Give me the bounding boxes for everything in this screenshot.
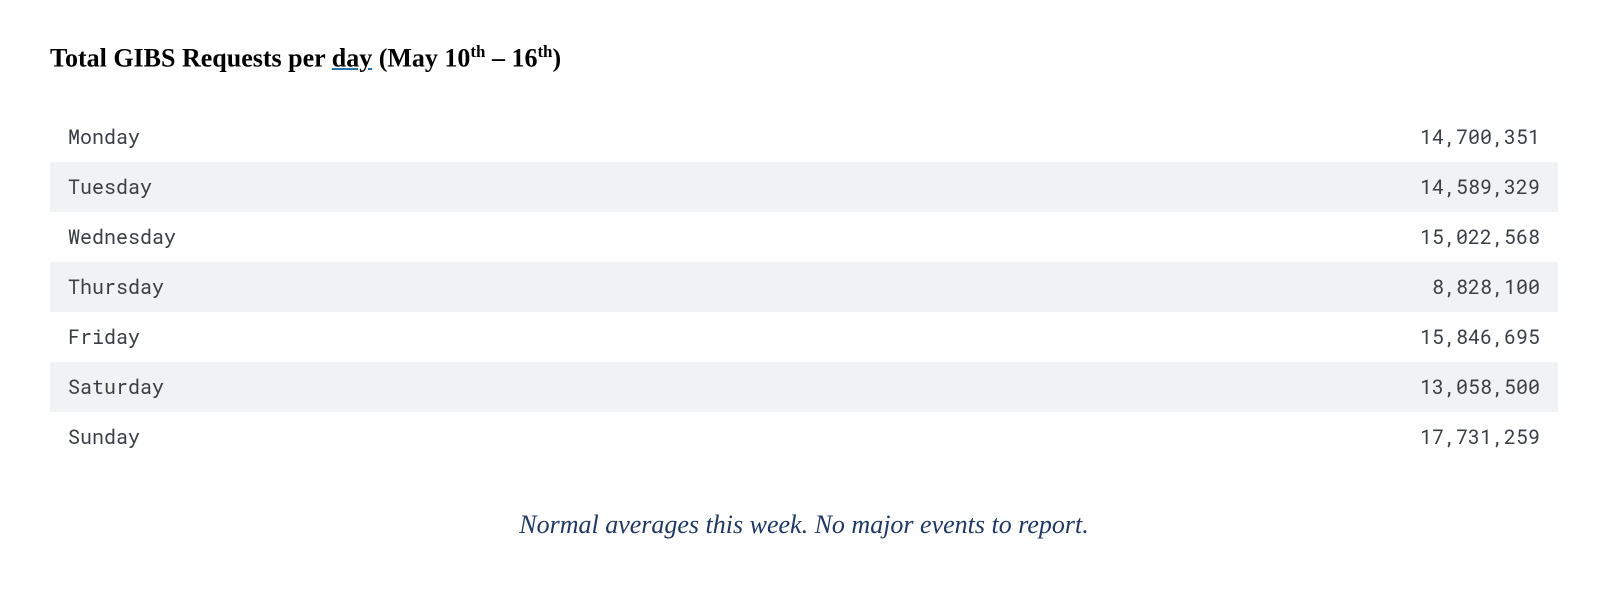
table-row: Wednesday 15,022,568 [50, 212, 1558, 262]
title-dash: – 16 [485, 44, 537, 73]
value-cell: 17,731,259 [774, 412, 1558, 462]
title-close: ) [552, 44, 561, 73]
value-cell: 15,846,695 [774, 312, 1558, 362]
value-cell: 13,058,500 [774, 362, 1558, 412]
value-cell: 14,589,329 [774, 162, 1558, 212]
title-underlined-word: day [332, 44, 372, 73]
table-row: Friday 15,846,695 [50, 312, 1558, 362]
title-prefix: Total GIBS Requests per [50, 44, 332, 73]
value-cell: 8,828,100 [774, 262, 1558, 312]
day-cell: Monday [50, 112, 774, 162]
page-title: Total GIBS Requests per day (May 10th – … [50, 42, 1558, 74]
value-cell: 15,022,568 [774, 212, 1558, 262]
table-row: Monday 14,700,351 [50, 112, 1558, 162]
title-sup1: th [470, 42, 485, 61]
day-cell: Tuesday [50, 162, 774, 212]
requests-table: Monday 14,700,351 Tuesday 14,589,329 Wed… [50, 112, 1558, 462]
caption-text: Normal averages this week. No major even… [50, 510, 1558, 540]
table-row: Thursday 8,828,100 [50, 262, 1558, 312]
title-sup2: th [537, 42, 552, 61]
table-row: Sunday 17,731,259 [50, 412, 1558, 462]
table-row: Tuesday 14,589,329 [50, 162, 1558, 212]
title-after-underline: (May 10 [372, 44, 470, 73]
day-cell: Wednesday [50, 212, 774, 262]
table-row: Saturday 13,058,500 [50, 362, 1558, 412]
day-cell: Friday [50, 312, 774, 362]
value-cell: 14,700,351 [774, 112, 1558, 162]
day-cell: Sunday [50, 412, 774, 462]
day-cell: Thursday [50, 262, 774, 312]
day-cell: Saturday [50, 362, 774, 412]
